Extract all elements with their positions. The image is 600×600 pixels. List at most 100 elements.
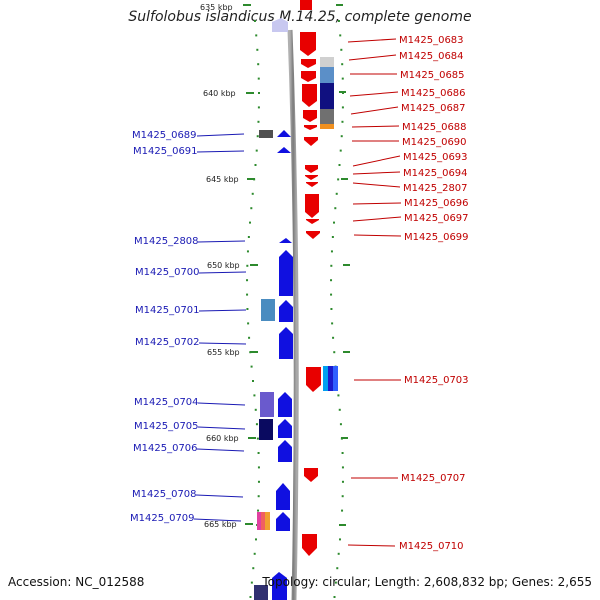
gene-label-right[interactable]: M1425_0710 bbox=[399, 541, 464, 552]
gene-0683 bbox=[300, 32, 316, 56]
gene-label-right[interactable]: M1425_0687 bbox=[401, 103, 466, 114]
gene-0701 bbox=[279, 300, 293, 322]
guide-dot bbox=[341, 480, 344, 483]
gene-label-right[interactable]: M1425_0703 bbox=[404, 375, 469, 386]
guide-dot bbox=[333, 221, 336, 224]
gene-label-right[interactable]: M1425_0685 bbox=[400, 70, 465, 81]
guide-dot bbox=[338, 538, 341, 541]
gene-label-right[interactable]: M1425_2807 bbox=[403, 183, 468, 194]
tick-645: 645 kbp bbox=[206, 175, 255, 184]
gene-label-left[interactable]: M1425_0700 bbox=[135, 267, 200, 278]
gene-label-left[interactable]: M1425_0705 bbox=[134, 421, 199, 432]
gene-label-left[interactable]: M1425_0691 bbox=[133, 146, 198, 157]
gene-label-left[interactable]: M1425_0704 bbox=[134, 397, 199, 408]
tick-label: 640 kbp bbox=[203, 89, 236, 98]
gene-0707 bbox=[304, 468, 318, 482]
guide-dot bbox=[337, 20, 340, 22]
gene-0710 bbox=[302, 534, 317, 556]
left-labels: M1425_0689 M1425_0691 M1425_2808 M1425_0… bbox=[130, 130, 247, 524]
tick-660: 660 kbp bbox=[206, 434, 256, 443]
guide-dot bbox=[246, 308, 249, 310]
gene-top-faint bbox=[272, 18, 288, 32]
guide-dot bbox=[257, 106, 260, 109]
guide-dot bbox=[247, 236, 250, 238]
gene-label-right[interactable]: M1425_0688 bbox=[402, 122, 467, 133]
gene-label-right[interactable]: M1425_0684 bbox=[399, 51, 464, 62]
guide-dot bbox=[340, 48, 343, 51]
gene-0697 bbox=[306, 219, 319, 224]
guide-dot bbox=[250, 207, 253, 210]
guide-dot bbox=[247, 322, 250, 325]
guide-dot bbox=[338, 164, 341, 166]
forward-features bbox=[320, 57, 338, 391]
gene-2808 bbox=[279, 238, 292, 243]
guide-dot bbox=[331, 236, 334, 238]
guide-dot bbox=[341, 63, 344, 66]
gene-label-left[interactable]: M1425_0709 bbox=[130, 513, 195, 524]
gene-label-left[interactable]: M1425_0701 bbox=[135, 305, 200, 316]
gene-label-right[interactable]: M1425_0696 bbox=[404, 198, 469, 209]
gene-label-left[interactable]: M1425_0689 bbox=[132, 130, 197, 141]
guide-dot bbox=[255, 34, 258, 37]
guide-dot bbox=[257, 495, 260, 498]
tick-650: 650 kbp bbox=[207, 261, 258, 270]
guide-dot bbox=[249, 596, 252, 598]
gene-label-left[interactable]: M1425_0702 bbox=[135, 337, 200, 348]
guide-dot bbox=[330, 279, 333, 282]
guide-dot bbox=[341, 509, 344, 512]
guide-dot bbox=[250, 365, 253, 368]
tick-label: 645 kbp bbox=[206, 175, 239, 184]
guide-dot bbox=[335, 192, 338, 195]
guide-dot bbox=[257, 480, 260, 483]
guide-dot bbox=[337, 178, 340, 181]
gene-label-right[interactable]: M1425_0707 bbox=[401, 473, 466, 484]
gene-0704 bbox=[278, 392, 292, 417]
guide-dot bbox=[337, 552, 340, 555]
gene-label-right[interactable]: M1425_0694 bbox=[403, 168, 468, 179]
guide-dot bbox=[252, 567, 255, 570]
gene-label-right[interactable]: M1425_0686 bbox=[401, 88, 466, 99]
guide-dot bbox=[341, 106, 344, 109]
guide-dot bbox=[248, 336, 251, 339]
gene-top-stub bbox=[300, 0, 312, 10]
gene-label-right[interactable]: M1425_0697 bbox=[404, 213, 469, 224]
gene-label-right[interactable]: M1425_0699 bbox=[404, 232, 469, 243]
guide-dot bbox=[339, 423, 342, 426]
gene-label-left[interactable]: M1425_0706 bbox=[133, 443, 198, 454]
left-tick-dots bbox=[246, 20, 260, 598]
guide-dot bbox=[254, 408, 257, 411]
guide-dot bbox=[255, 423, 258, 426]
reverse-genes bbox=[272, 18, 293, 600]
guide-dot bbox=[336, 567, 339, 570]
guide-dot bbox=[341, 77, 344, 80]
guide-dot bbox=[254, 538, 257, 541]
gene-label-right[interactable]: M1425_0683 bbox=[399, 35, 464, 46]
gene-bottom bbox=[272, 572, 287, 600]
tick-635: 635 kbp bbox=[200, 3, 251, 12]
guide-dot bbox=[257, 92, 260, 94]
forward-genes bbox=[300, 0, 321, 556]
tick-label: 665 kbp bbox=[204, 520, 237, 529]
gene-0684 bbox=[301, 59, 316, 68]
gene-label-right[interactable]: M1425_0693 bbox=[403, 152, 468, 163]
guide-dot bbox=[246, 264, 249, 267]
gene-0688 bbox=[304, 125, 317, 130]
accession-label: Accession: NC_012588 bbox=[8, 575, 145, 589]
gene-0706 bbox=[278, 440, 292, 462]
genome-info-label: Topology: circular; Length: 2,608,832 bp… bbox=[262, 575, 592, 589]
gene-label-left[interactable]: M1425_0708 bbox=[132, 489, 197, 500]
tick-665: 665 kbp bbox=[204, 520, 253, 529]
guide-dot bbox=[257, 452, 260, 454]
gene-label-left[interactable]: M1425_2808 bbox=[134, 236, 199, 247]
guide-dot bbox=[246, 293, 249, 296]
gene-2807 bbox=[306, 182, 318, 187]
gene-label-right[interactable]: M1425_0690 bbox=[402, 137, 467, 148]
guide-dot bbox=[253, 394, 256, 397]
gene-0702 bbox=[279, 327, 293, 359]
guide-dot bbox=[338, 408, 341, 411]
guide-dot bbox=[257, 77, 260, 80]
gene-0686 bbox=[302, 84, 317, 107]
guide-dot bbox=[249, 221, 252, 224]
gene-0700 bbox=[279, 250, 293, 296]
guide-dot bbox=[246, 279, 249, 282]
